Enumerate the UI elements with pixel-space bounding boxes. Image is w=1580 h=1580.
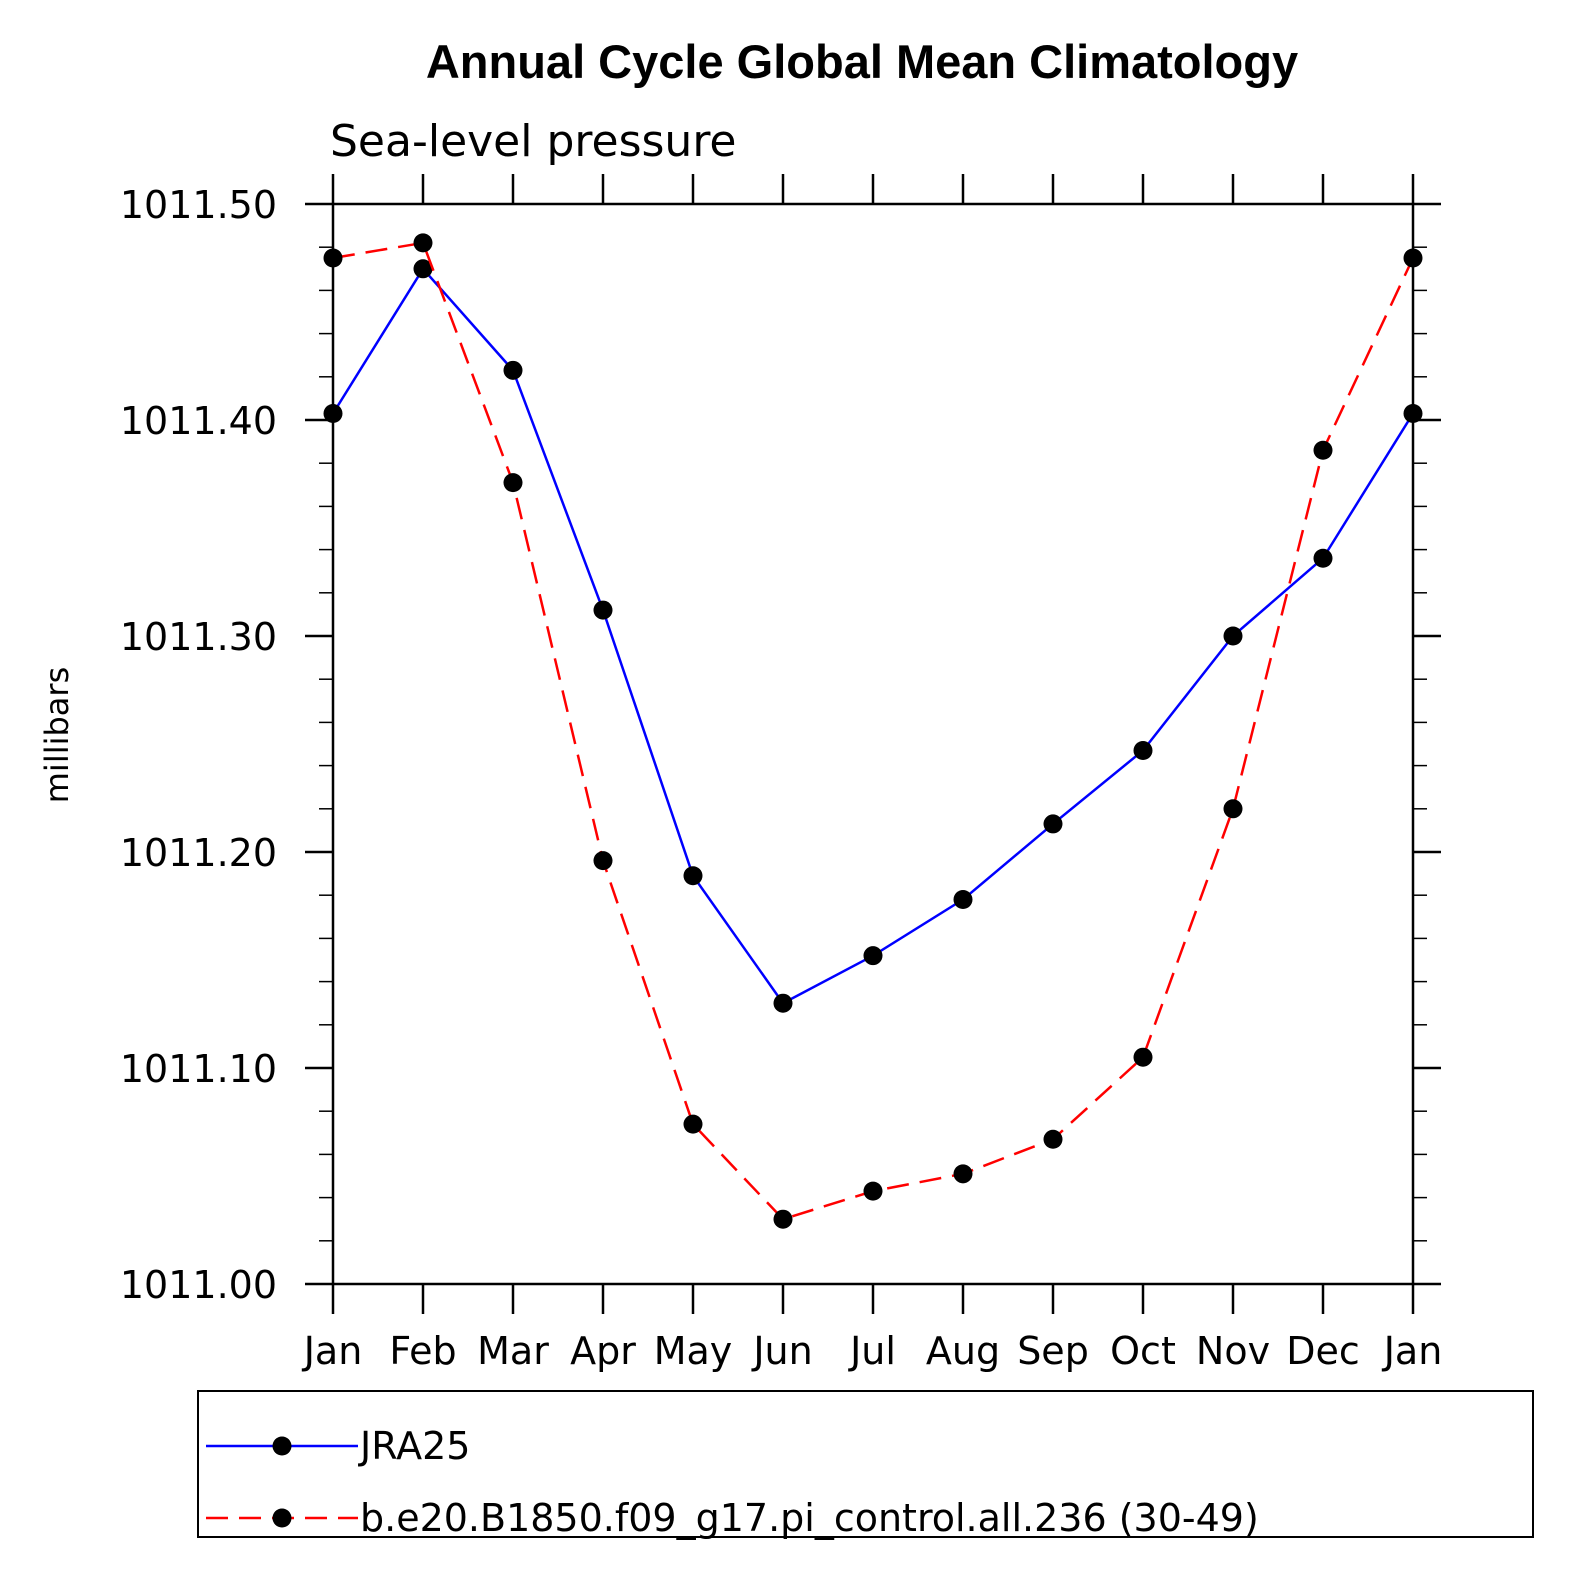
- series-1-point: [1043, 814, 1063, 834]
- legend-label-2: b.e20.B1850.f09_g17.pi_control.all.236 (…: [360, 1496, 1259, 1540]
- series-2-point: [1043, 1129, 1063, 1149]
- series-1-point: [1133, 740, 1153, 760]
- series-line-1: [331, 266, 1415, 1005]
- series-1-point: [503, 360, 523, 380]
- legend: JRA25 b.e20.B1850.f09_g17.pi_control.all.…: [206, 1424, 1259, 1540]
- y-tick-label: 1011.30: [120, 615, 277, 659]
- y-tick-label: 1011.40: [120, 399, 277, 443]
- x-tick-label: Jun: [751, 1329, 812, 1373]
- series-layer: [323, 233, 1423, 1229]
- series-1-point: [593, 600, 613, 620]
- chart-title: Annual Cycle Global Mean Climatology: [426, 35, 1298, 88]
- x-tick-label: Jul: [848, 1329, 896, 1373]
- x-tick-label: Jan: [1382, 1329, 1443, 1373]
- series-2-point: [863, 1181, 883, 1201]
- x-tick-label: Jan: [302, 1329, 363, 1373]
- series-line-2: [332, 241, 1415, 1221]
- series-1-point: [413, 259, 433, 279]
- series-1-point: [953, 890, 973, 910]
- plot-frame: [331, 202, 1415, 1286]
- series-2-point: [953, 1164, 973, 1184]
- series-2-point: [413, 233, 433, 253]
- series-1-point: [863, 946, 883, 966]
- series-2-point: [1403, 248, 1423, 268]
- series-2-point: [1313, 440, 1333, 460]
- legend-marker-1: [272, 1436, 292, 1456]
- x-tick-label: May: [654, 1329, 733, 1373]
- series-2-point: [683, 1114, 703, 1134]
- y-axis-label: millibars: [38, 667, 76, 803]
- legend-label-1: JRA25: [358, 1424, 470, 1468]
- y-tick-label: 1011.10: [120, 1047, 277, 1091]
- chart-subtitle: Sea-level pressure: [330, 116, 737, 167]
- x-tick-label: Oct: [1110, 1329, 1176, 1373]
- series-2-point: [323, 248, 343, 268]
- y-tick-label: 1011.50: [120, 183, 277, 227]
- axes: 1011.00 1011.10 1011.20 1011.30 1011.40 1011.…: [120, 174, 1442, 1373]
- series-2-point: [1133, 1047, 1153, 1067]
- x-tick-label: Nov: [1196, 1329, 1270, 1373]
- series-1-point: [1313, 548, 1333, 568]
- series-2-point: [503, 473, 523, 493]
- series-2-point: [1223, 799, 1243, 819]
- series-2-point: [773, 1209, 793, 1229]
- y-tick-label: 1011.20: [120, 831, 277, 875]
- x-tick-label: Mar: [477, 1329, 549, 1373]
- x-tick-label: Feb: [389, 1329, 456, 1373]
- series-1-point: [1403, 404, 1423, 424]
- legend-box: [197, 1390, 1534, 1538]
- series-1-point: [683, 866, 703, 886]
- series-1-point: [773, 993, 793, 1013]
- series-1-point: [1223, 626, 1243, 646]
- y-tick-label: 1011.00: [120, 1263, 277, 1307]
- x-tick-label: Dec: [1286, 1329, 1360, 1373]
- series-1-point: [323, 404, 343, 424]
- x-tick-label: Sep: [1017, 1329, 1089, 1373]
- legend-marker-2: [272, 1508, 292, 1528]
- series-2-point: [593, 851, 613, 871]
- x-tick-label: Apr: [570, 1329, 636, 1373]
- x-tick-label: Aug: [926, 1329, 1000, 1373]
